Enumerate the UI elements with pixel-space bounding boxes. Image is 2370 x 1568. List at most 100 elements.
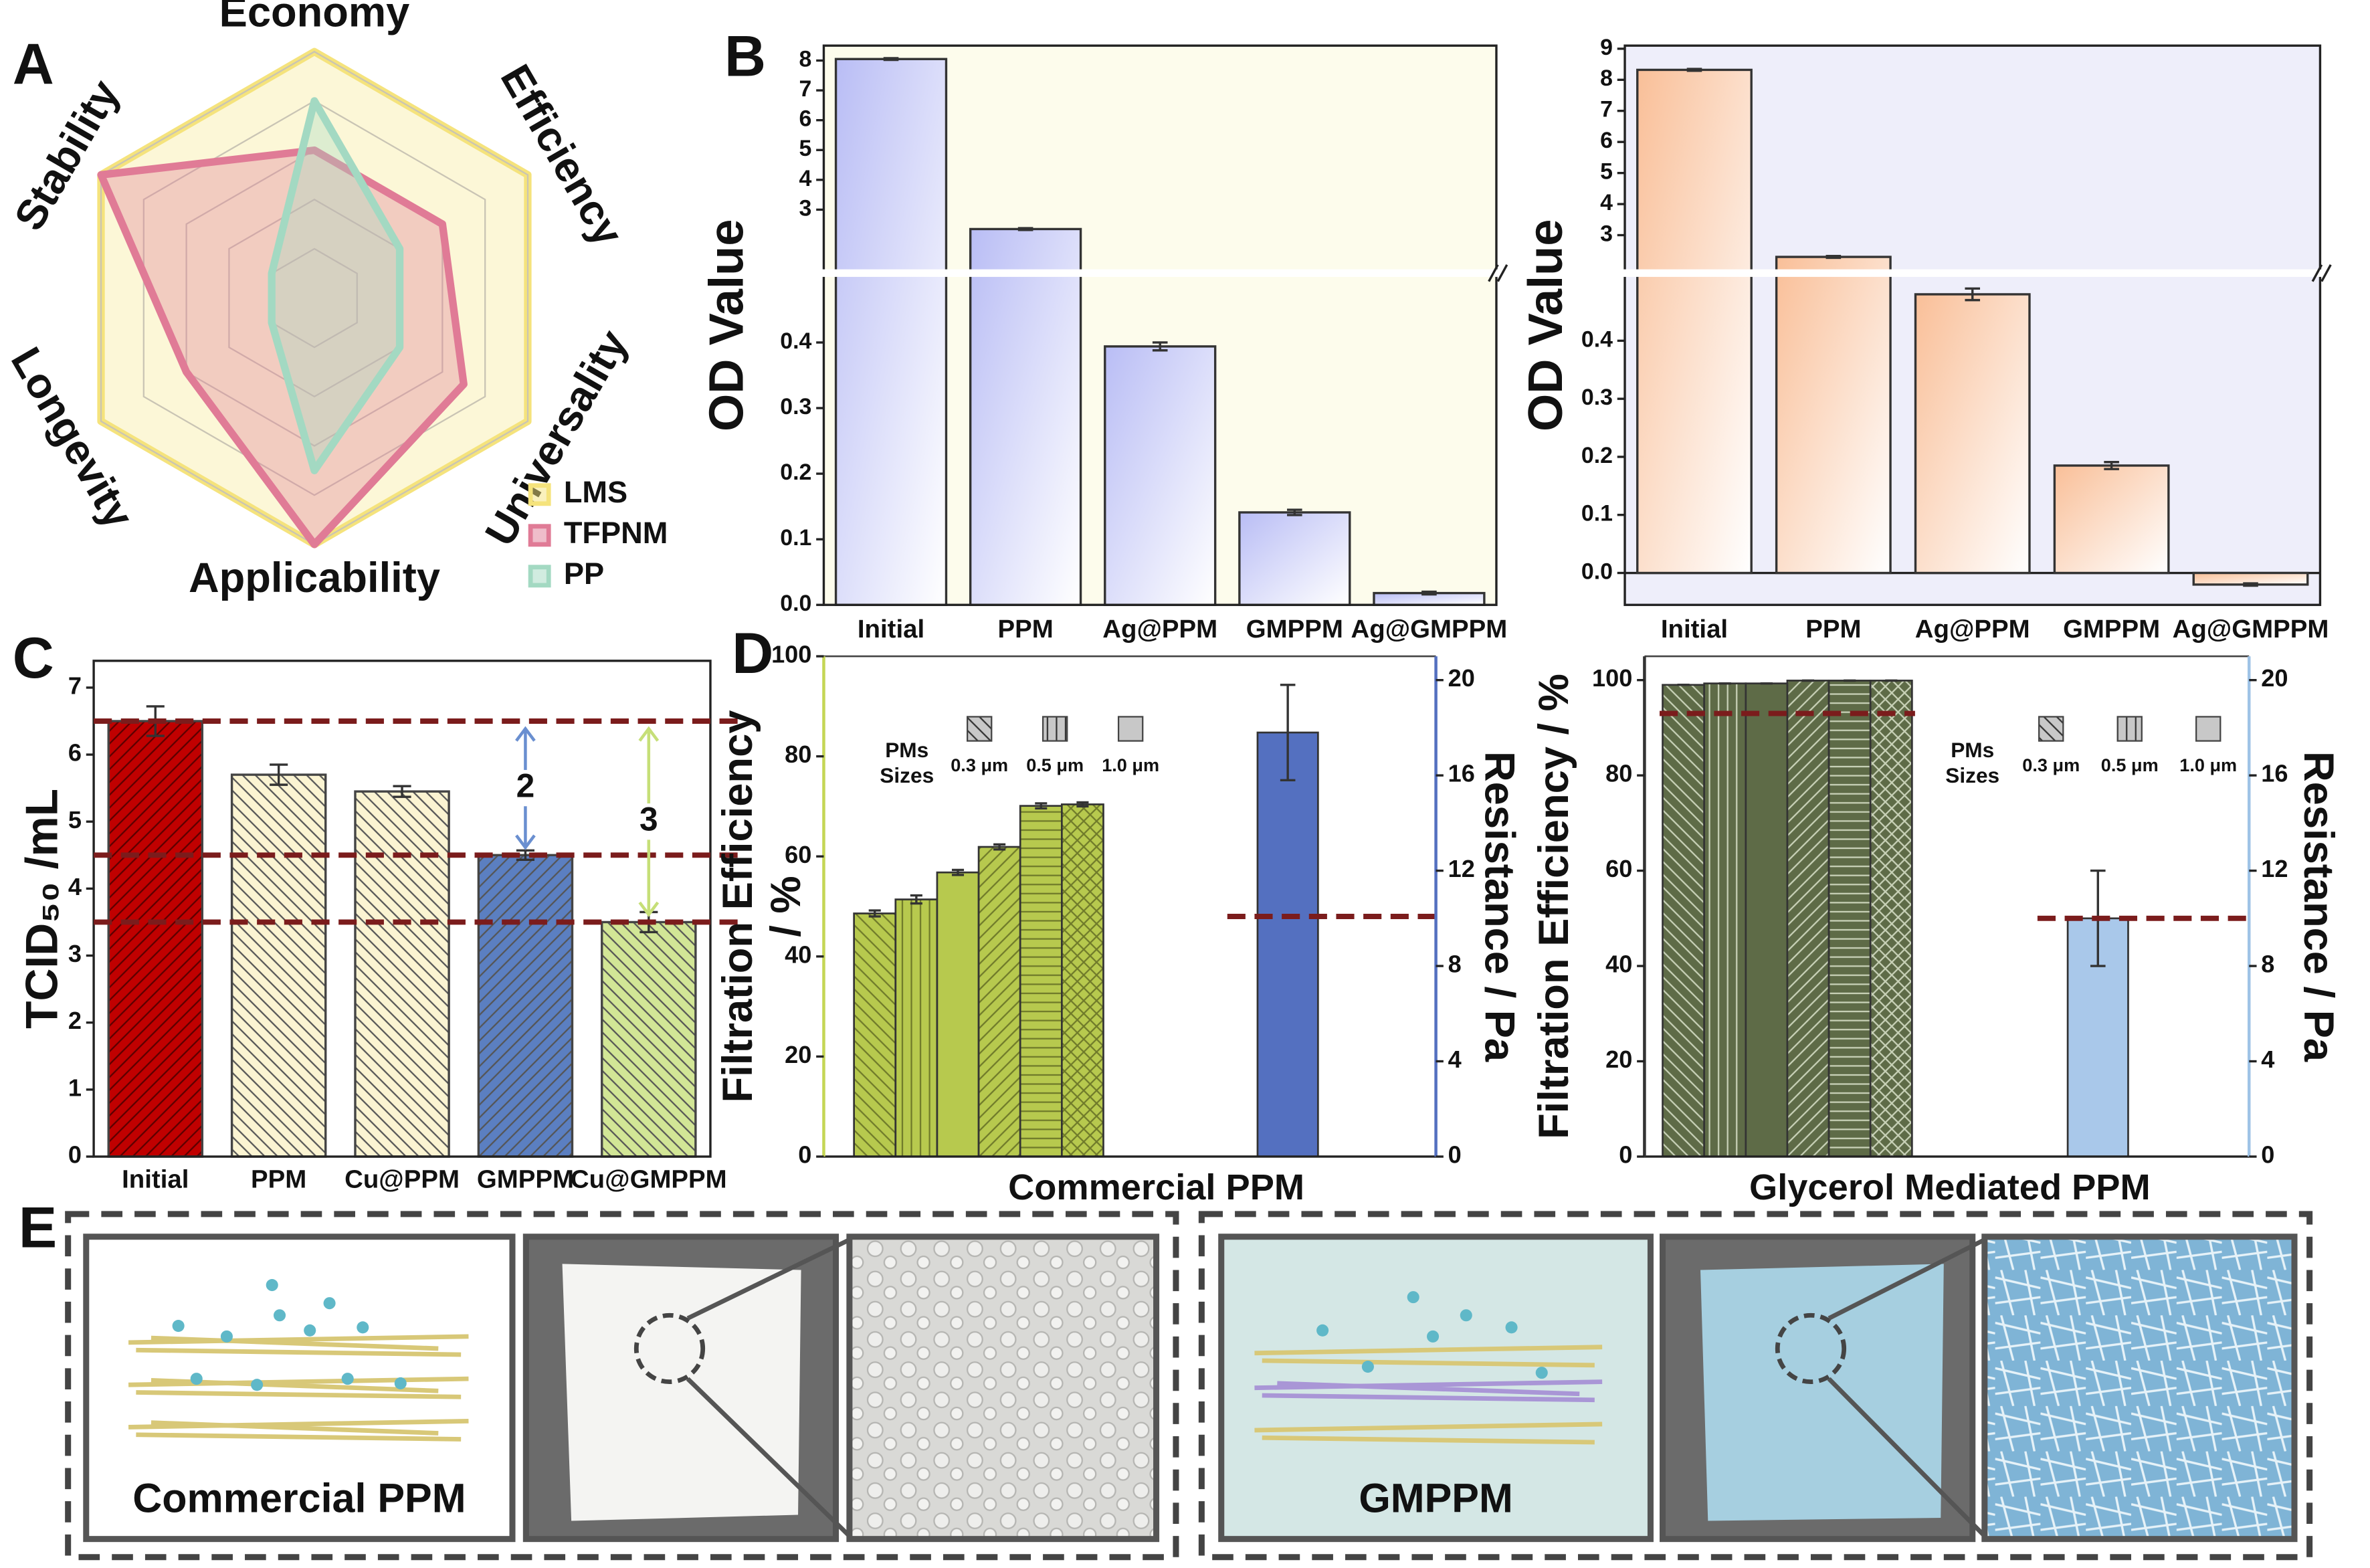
y-tick-label: 0.4	[780, 328, 811, 354]
x-tick-label: Ag@GMPPM	[1351, 615, 1508, 644]
axis-break	[819, 269, 1501, 277]
fibers	[128, 1334, 469, 1442]
fibers	[1254, 1345, 1603, 1445]
zoom-circle	[633, 1312, 706, 1385]
x-tick-label: GMPPM	[2063, 615, 2160, 644]
annotation-text: 3	[639, 800, 658, 838]
x-axis-label: Glycerol Mediated PPM	[1749, 1167, 2151, 1207]
panel-e-label: Commercial PPM	[132, 1475, 466, 1521]
y-axis-label: / %	[763, 876, 809, 937]
break-mark	[2320, 264, 2332, 282]
y-axis-label: Filtration Efficiency	[714, 710, 761, 1103]
legend-swatch	[1042, 716, 1068, 742]
legend-label: 1.0 μm	[2179, 755, 2237, 775]
y-tick-label: 7	[1600, 97, 1613, 122]
bar	[936, 871, 980, 1158]
zoom-photo	[1981, 1234, 2298, 1543]
error-bar	[270, 763, 288, 786]
y-tick-label: 20	[1448, 664, 1475, 692]
error-bar	[516, 849, 534, 861]
y-tick-label: 0.3	[1581, 385, 1613, 410]
arrow-head	[515, 726, 536, 742]
panel-e-label: GMPPM	[1359, 1475, 1512, 1521]
bar	[1914, 293, 2031, 575]
y-tick-label: 0.1	[1581, 501, 1613, 526]
error-bar	[1686, 68, 1702, 72]
y-tick-label: 40	[785, 941, 811, 968]
y-tick-label: 4	[68, 873, 82, 900]
y-tick-label: 0	[2261, 1141, 2274, 1169]
bar	[230, 773, 327, 1158]
y-tick-label: 0.0	[780, 591, 811, 616]
bar	[1238, 511, 1351, 606]
y-tick-label: 20	[1605, 1046, 1632, 1073]
y-tick-label: 5	[68, 806, 82, 834]
error-bar	[393, 785, 411, 798]
radar-axis-label: Applicability	[189, 555, 440, 601]
legend-swatch	[966, 716, 993, 742]
y-tick-label: 3	[68, 940, 82, 967]
break-mark	[2311, 264, 2323, 282]
y-tick-label: 0	[68, 1141, 82, 1169]
legend-swatch	[2195, 716, 2221, 742]
error-bar	[883, 57, 899, 62]
error-bar	[1287, 508, 1302, 516]
fibers	[1254, 1379, 1603, 1403]
bar	[1060, 803, 1104, 1158]
y-tick-label: 0.2	[780, 460, 811, 485]
bar	[853, 912, 897, 1158]
y-axis-label: OD Value	[700, 219, 753, 431]
y-axis-label: Filtration Efficiency / %	[1530, 674, 1577, 1139]
y-tick-label: 9	[1600, 35, 1613, 60]
legend-title: Sizes	[1945, 763, 1999, 787]
y-tick-label: 4	[799, 166, 812, 191]
annotation-bg	[512, 770, 539, 807]
y-axis-label: TCID₅₀ /mL	[17, 789, 68, 1029]
y-tick-label: 6	[799, 106, 812, 132]
membrane	[1700, 1264, 1944, 1521]
y-tick-label: 100	[771, 641, 811, 668]
x-tick-label: Cu@GMPPM	[571, 1165, 727, 1193]
y-tick-label: 80	[1605, 760, 1632, 787]
bar	[601, 920, 697, 1158]
bar	[1786, 680, 1830, 1158]
bar	[834, 58, 948, 606]
legend-swatch	[528, 483, 551, 506]
legend-title: Sizes	[880, 763, 934, 787]
error-bar	[993, 843, 1006, 851]
plot-frame	[92, 660, 712, 1158]
legend-label: 1.0 μm	[1102, 755, 1159, 775]
x-tick-label: GMPPM	[1246, 615, 1343, 644]
y-tick-label: 6	[68, 739, 82, 767]
y-tick-label: 8	[799, 46, 812, 72]
x-tick-label: Ag@GMPPM	[2173, 615, 2329, 644]
y-tick-label: 80	[785, 741, 811, 768]
y-tick-label: 4	[2261, 1046, 2274, 1073]
error-bar	[1825, 254, 1842, 260]
y-tick-label: 1	[68, 1074, 82, 1101]
dashed-box	[65, 1211, 1179, 1561]
droplets	[172, 1279, 407, 1391]
radar-series	[268, 97, 404, 475]
y-tick-label: 0	[798, 1141, 811, 1169]
y-tick-label: 60	[785, 841, 811, 868]
arrow-head	[638, 726, 660, 742]
y-tick-label: 0.3	[780, 394, 811, 419]
plot-frame	[1623, 44, 2322, 606]
x-tick-label: PPM	[251, 1165, 306, 1193]
panel-letter: A	[13, 32, 54, 96]
legend-label: PP	[564, 557, 604, 591]
bar	[107, 720, 204, 1158]
zoom-line	[1828, 1238, 1986, 1320]
bar	[1828, 680, 1872, 1158]
y-tick-label: 4	[1600, 190, 1613, 215]
y-tick-label: 0	[1619, 1141, 1632, 1169]
zoom-line	[1827, 1377, 1987, 1538]
panel-e: Commercial PPM GMPPM	[65, 1211, 2313, 1561]
bar	[1775, 256, 1892, 575]
x-tick-label: PPM	[1805, 615, 1861, 644]
x-tick-label: Initial	[1661, 615, 1728, 644]
y-tick-label: 20	[785, 1041, 811, 1068]
